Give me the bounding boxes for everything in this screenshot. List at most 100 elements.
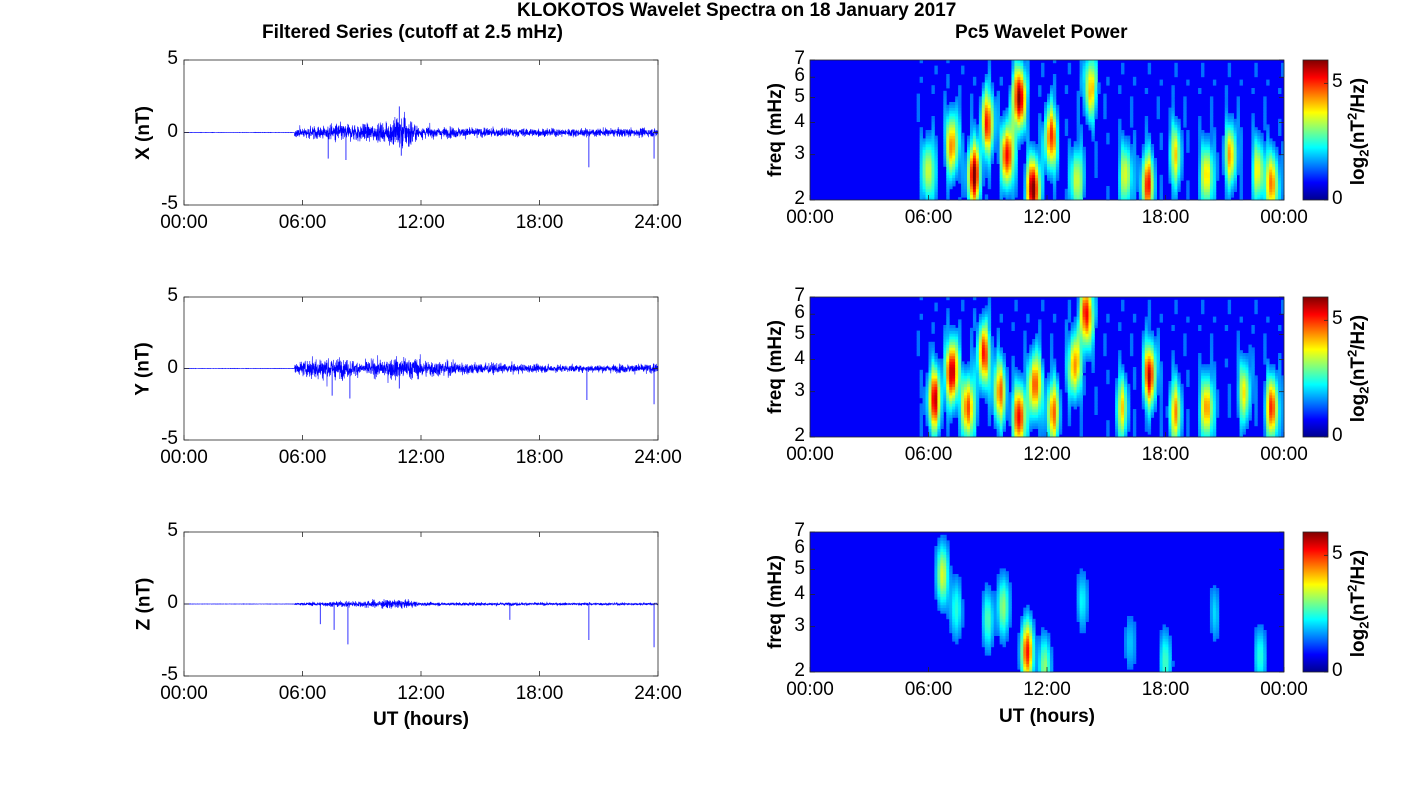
heatmap-cell bbox=[955, 118, 959, 122]
heatmap-cell bbox=[1064, 347, 1069, 351]
heatmap-cell bbox=[1005, 392, 1009, 396]
heatmap-cell bbox=[1023, 369, 1027, 373]
heatmap-cell bbox=[1088, 90, 1092, 94]
heatmap-cell bbox=[919, 186, 923, 190]
heatmap-cell bbox=[969, 367, 974, 371]
heatmap-cell bbox=[1076, 395, 1080, 399]
heatmap-cell bbox=[978, 347, 983, 351]
heatmap-cell bbox=[1073, 319, 1078, 323]
heatmap-cell bbox=[972, 378, 977, 382]
heatmap-cell bbox=[1005, 144, 1009, 148]
heatmap-cell bbox=[1008, 93, 1012, 97]
heatmap-cell bbox=[1038, 135, 1042, 139]
heatmap-cell bbox=[919, 403, 923, 407]
heatmap-cell bbox=[1020, 381, 1024, 385]
heatmap-cell bbox=[1115, 386, 1119, 390]
heatmap-cell bbox=[1094, 169, 1098, 173]
heatmap-cell bbox=[972, 409, 977, 413]
heatmap-cell bbox=[949, 104, 953, 108]
heatmap-cell bbox=[1227, 118, 1232, 122]
heatmap-cell bbox=[978, 99, 983, 103]
heatmap-cell bbox=[1159, 191, 1163, 195]
heatmap-cell bbox=[1049, 344, 1054, 348]
heatmap-cell bbox=[934, 305, 938, 309]
heatmap-cell bbox=[1121, 169, 1125, 173]
heatmap-cell bbox=[1224, 130, 1229, 134]
heatmap-cell bbox=[1168, 180, 1172, 184]
heatmap-cell bbox=[1002, 113, 1006, 117]
heatmap-cell bbox=[1082, 299, 1086, 303]
heatmap-cell bbox=[1251, 116, 1255, 120]
heatmap-cell bbox=[1047, 409, 1051, 413]
heatmap-cell bbox=[1055, 423, 1060, 427]
heatmap-cell bbox=[1227, 127, 1232, 131]
heatmap-cell bbox=[1011, 107, 1015, 111]
heatmap-cell bbox=[1088, 344, 1092, 348]
heatmap-cell bbox=[952, 341, 956, 345]
heatmap-cell bbox=[934, 431, 938, 435]
heatmap-cell bbox=[1251, 163, 1255, 167]
heatmap-cell bbox=[946, 308, 950, 312]
heatmap-cell bbox=[1118, 90, 1122, 94]
heatmap-cell bbox=[1263, 121, 1267, 125]
heatmap-cell bbox=[967, 425, 971, 429]
heatmap-cell bbox=[949, 325, 953, 329]
heatmap-cell bbox=[996, 425, 1000, 429]
heatmap-cell bbox=[1041, 381, 1045, 385]
heatmap-cell bbox=[1121, 68, 1125, 72]
heatmap-cell bbox=[1014, 392, 1018, 396]
heatmap-cell bbox=[1094, 149, 1098, 153]
heatmap-cell bbox=[987, 420, 992, 424]
heatmap-cell bbox=[1011, 102, 1015, 106]
heatmap-cell bbox=[1049, 90, 1054, 94]
heatmap-cell bbox=[1233, 149, 1237, 153]
heatmap-cell bbox=[1230, 127, 1235, 131]
heatmap-cell bbox=[1011, 152, 1015, 156]
heatmap-cell bbox=[1076, 90, 1080, 94]
heatmap-cell bbox=[1106, 420, 1110, 424]
heatmap-cell bbox=[975, 369, 980, 373]
heatmap-cell bbox=[1230, 113, 1235, 117]
heatmap-cell bbox=[1017, 425, 1021, 429]
heatmap-cell bbox=[1079, 135, 1083, 139]
heatmap-cell bbox=[1212, 127, 1217, 131]
heatmap-cell bbox=[990, 90, 995, 94]
heatmap-cell bbox=[955, 169, 959, 173]
heatmap-cell bbox=[984, 344, 989, 348]
heatmap-cell bbox=[981, 130, 986, 134]
heatmap-cell bbox=[1047, 403, 1051, 407]
heatmap-cell bbox=[934, 188, 938, 192]
heatmap-cell bbox=[1026, 160, 1030, 164]
heatmap-cell bbox=[1079, 333, 1083, 337]
heatmap-cell bbox=[1052, 381, 1057, 385]
heatmap-cell bbox=[943, 350, 947, 354]
heatmap-cell bbox=[981, 361, 986, 365]
heatmap-cell bbox=[1011, 169, 1015, 173]
heatmap-cell bbox=[987, 302, 992, 306]
heatmap-cell bbox=[1023, 197, 1027, 201]
heatmap-cell bbox=[955, 116, 959, 120]
heatmap-cell bbox=[1103, 102, 1107, 106]
heatmap-cell bbox=[934, 169, 938, 173]
heatmap-cell bbox=[972, 197, 977, 201]
heatmap-cell bbox=[958, 367, 962, 371]
heatmap-cell bbox=[978, 107, 983, 111]
heatmap-cell bbox=[967, 420, 971, 424]
heatmap-cell bbox=[1002, 414, 1006, 418]
heatmap-cell bbox=[1070, 169, 1075, 173]
heatmap-cell bbox=[934, 149, 938, 153]
heatmap-cell bbox=[1020, 99, 1024, 103]
heatmap-cell bbox=[967, 386, 971, 390]
heatmap-cell bbox=[1052, 428, 1057, 432]
heatmap-cell bbox=[1035, 358, 1039, 362]
heatmap-cell bbox=[928, 428, 932, 432]
heatmap-cell bbox=[1088, 68, 1092, 72]
heatmap-cell bbox=[990, 127, 995, 131]
heatmap-cell bbox=[1138, 194, 1143, 198]
heatmap-cell bbox=[1082, 302, 1086, 306]
heatmap-cell bbox=[1070, 392, 1075, 396]
heatmap-cell bbox=[1209, 166, 1214, 170]
heatmap-cell bbox=[1094, 146, 1098, 150]
heatmap-cell bbox=[1251, 132, 1255, 136]
heatmap-cell bbox=[1281, 160, 1285, 164]
